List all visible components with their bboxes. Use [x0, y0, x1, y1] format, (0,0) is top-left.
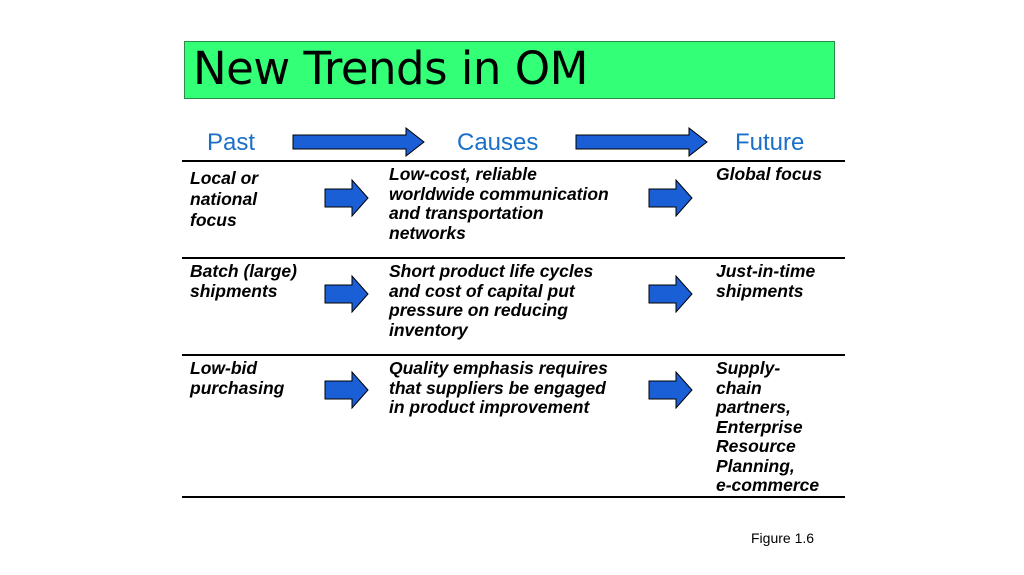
row2-causes-line: Short product life cycles	[389, 261, 594, 281]
row3-causes-line: that suppliers be engaged	[389, 377, 606, 398]
row3-past-line: Low-bid	[190, 358, 258, 378]
header-arrow-icon-1	[292, 127, 425, 157]
row2-causes-line: pressure on reducing	[389, 300, 568, 320]
row1-past-line: Local or	[190, 168, 259, 188]
header-arrow-icon-2	[575, 127, 708, 157]
header-future: Future	[735, 129, 805, 156]
figure-caption: Figure 1.6	[751, 530, 815, 546]
row3-past-line: purchasing	[190, 377, 285, 398]
row1-causes-line: Low-cost, reliable	[389, 164, 537, 184]
row2-causes-line: inventory	[389, 319, 468, 340]
header-past: Past	[207, 129, 256, 156]
row2-future-line: shipments	[716, 280, 804, 301]
row2-past-line: Batch (large)	[190, 261, 297, 281]
row1-arrow-icon-1	[324, 179, 369, 217]
row3-future: Supply- chain partners, Enterprise Resou…	[716, 358, 820, 496]
row2-past-line: shipments	[190, 280, 278, 301]
row3-arrow-icon-2	[648, 371, 693, 409]
row3-arrow-icon-1	[324, 371, 369, 409]
table-rule-1	[182, 257, 845, 259]
row3-future-line: e-commerce	[716, 475, 820, 495]
row1-future: Global focus	[716, 164, 822, 185]
row1-future-line: Global focus	[716, 164, 822, 184]
row2-future: Just-in-time shipments	[716, 261, 816, 301]
row3-future-line: Supply-	[716, 358, 781, 378]
row2-past: Batch (large) shipments	[190, 261, 297, 301]
row1-causes-line: and transportation	[389, 203, 544, 223]
title-box: New Trends in OM	[184, 41, 835, 99]
row2-causes: Short product life cycles and cost of ca…	[389, 261, 594, 340]
table-rule-bottom	[182, 496, 845, 498]
row3-causes: Quality emphasis requires that suppliers…	[389, 358, 608, 418]
row3-past: Low-bid purchasing	[190, 358, 285, 398]
row3-future-line: Enterprise	[716, 416, 803, 437]
header-causes: Causes	[457, 129, 539, 156]
row2-arrow-icon-1	[324, 275, 369, 313]
row1-causes-line: networks	[389, 222, 466, 243]
slide-title: New Trends in OM	[193, 42, 588, 95]
row2-future-line: Just-in-time	[716, 261, 816, 281]
row3-causes-line: in product improvement	[389, 397, 590, 417]
row3-future-line: Planning,	[716, 455, 795, 476]
row1-arrow-icon-2	[648, 179, 693, 217]
row1-past-line: national	[190, 189, 258, 209]
row3-future-line: chain	[716, 377, 762, 398]
row3-future-line: partners,	[716, 397, 791, 417]
row1-causes-line: worldwide communication	[389, 183, 609, 204]
row1-past-line: focus	[190, 210, 237, 230]
row1-causes: Low-cost, reliable worldwide communicati…	[389, 164, 609, 243]
row2-arrow-icon-2	[648, 275, 693, 313]
table-rule-top	[182, 160, 845, 162]
row3-future-line: Resource	[716, 436, 796, 456]
table-rule-2	[182, 354, 845, 356]
row2-causes-line: and cost of capital put	[389, 280, 575, 301]
row1-past: Local or national focus	[190, 168, 258, 231]
row3-causes-line: Quality emphasis requires	[389, 358, 608, 378]
